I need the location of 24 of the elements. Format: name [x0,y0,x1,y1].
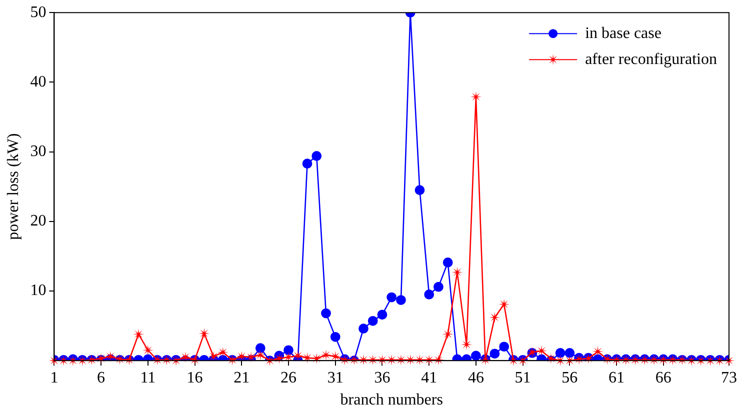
x-tick-label: 21 [234,369,250,386]
y-axis-title: power loss (kW) [4,133,22,240]
legend-label: after reconfiguration [585,50,718,68]
x-tick-label: 1 [50,369,58,386]
x-tick-label: 6 [97,369,106,386]
legend-label: in base case [585,24,662,42]
x-tick-label: 46 [468,369,484,386]
x-tick-label: 56 [562,369,578,386]
x-tick-label: 66 [655,369,672,386]
x-tick-label: 41 [421,369,438,386]
x-tick-label: 26 [280,369,297,386]
y-tick-label: 40 [30,73,46,90]
x-tick-label: 61 [608,369,625,386]
x-axis-title: branch numbers [340,392,443,409]
x-tick-label: 11 [140,369,156,386]
y-tick-label: 10 [30,282,46,300]
y-tick-label: 20 [30,212,46,230]
y-tick-label: 50 [30,4,46,21]
y-tick-label: 30 [30,143,46,160]
x-tick-label: 51 [514,369,531,386]
x-tick-label: 36 [374,369,390,386]
x-tick-label: 16 [186,369,203,386]
x-tick-label: 73 [721,369,737,386]
x-tick-label: 31 [327,369,344,386]
